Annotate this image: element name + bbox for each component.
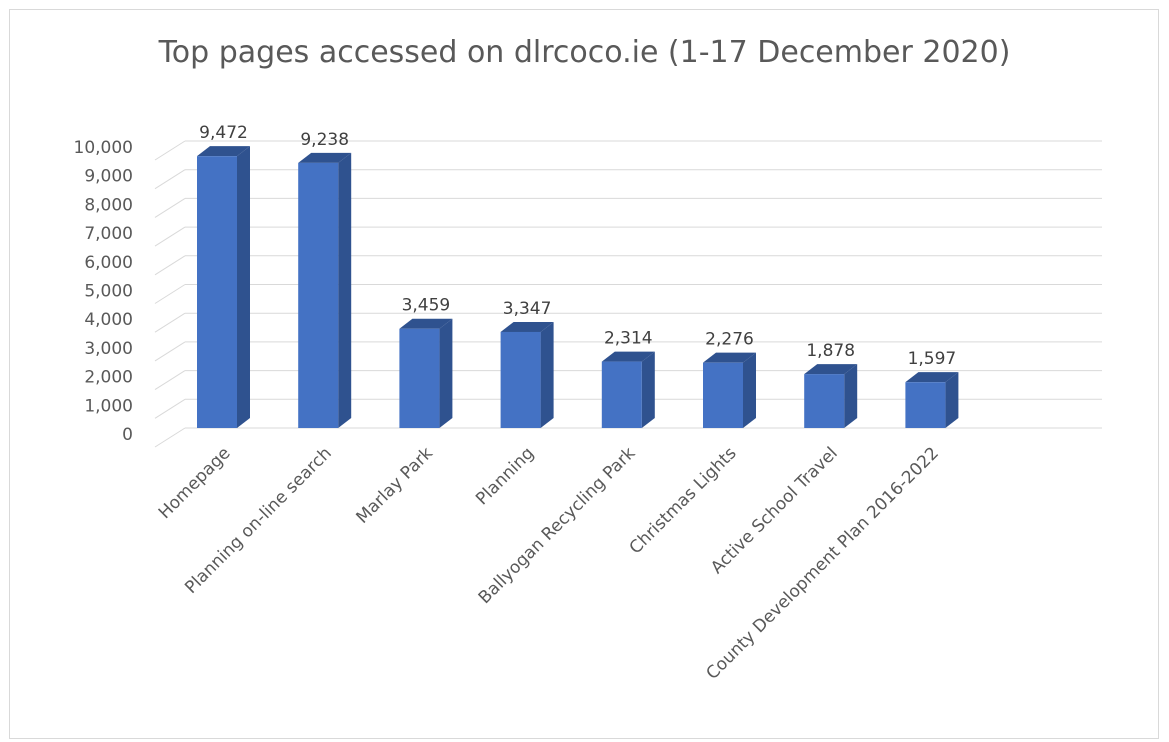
bar-top-face <box>197 146 250 157</box>
y-tick-label: 7,000 <box>84 224 133 244</box>
bar <box>197 146 250 428</box>
bar-side-face <box>641 351 655 428</box>
data-labels: 9,472 9,238 3,459 3,347 2,314 2,276 1,878 1,597 <box>199 123 956 369</box>
y-tick-label: 3,000 <box>84 339 133 359</box>
y-tick-label: 10,000 <box>74 138 133 158</box>
bar-top-face <box>601 351 655 362</box>
bar-front-face <box>601 361 642 428</box>
data-label: 9,238 <box>300 130 349 150</box>
data-label: 3,459 <box>402 296 451 316</box>
bar-front-face <box>905 382 946 428</box>
bar-top-face <box>500 321 554 332</box>
bar <box>601 351 655 428</box>
y-tick-label: 6,000 <box>84 253 133 273</box>
bar-front-face <box>804 374 845 428</box>
y-tick-label: 5,000 <box>84 282 133 302</box>
bar-side-face <box>540 321 554 428</box>
data-label: 1,878 <box>806 341 855 361</box>
bar <box>804 364 858 428</box>
bar-front-face <box>298 162 339 429</box>
bar <box>399 318 453 428</box>
bar-front-face <box>500 331 541 428</box>
bar-side-face <box>743 352 756 428</box>
bar-side-face <box>439 318 453 428</box>
data-label: 1,597 <box>908 349 957 369</box>
gridline-diagonal <box>154 169 186 190</box>
gridline-diagonal <box>154 140 186 161</box>
category-label: Planning <box>472 443 538 509</box>
data-label: 9,472 <box>199 123 248 143</box>
category-label: Christmas Lights <box>626 443 741 558</box>
data-label: 2,314 <box>604 329 653 349</box>
gridline-diagonal <box>154 370 186 391</box>
y-tick-label: 0 <box>122 425 133 445</box>
data-label: 2,276 <box>705 330 754 350</box>
bar-front-face <box>399 328 440 428</box>
gridline-diagonal <box>154 427 186 448</box>
gridline-diagonal <box>154 255 186 276</box>
category-label: County Development Plan 2016-2022 <box>702 443 942 683</box>
bar-front-face <box>703 362 743 428</box>
y-tick-label: 8,000 <box>84 195 133 215</box>
bar-top-face <box>905 372 959 383</box>
gridline-diagonal <box>154 197 186 218</box>
bar-top-face <box>804 364 858 375</box>
bars <box>197 146 959 429</box>
bar-front-face <box>197 156 237 428</box>
gridline-diagonal <box>154 312 186 333</box>
gridline-diagonal <box>154 226 186 247</box>
y-axis-ticks: 0 1,000 2,000 3,000 4,000 5,000 6,000 7,000 8,00… <box>74 138 133 445</box>
bar <box>298 152 352 429</box>
bar <box>905 372 959 428</box>
y-tick-label: 4,000 <box>84 310 133 330</box>
y-tick-label: 9,000 <box>84 167 133 187</box>
bar-side-face <box>338 152 352 429</box>
category-label: Homepage <box>155 443 235 523</box>
bar-side-face <box>237 146 250 428</box>
bar <box>500 321 554 428</box>
bar-side-face <box>945 372 959 428</box>
data-label: 3,347 <box>503 299 552 319</box>
gridline-diagonal <box>154 341 186 362</box>
y-tick-label: 1,000 <box>84 396 133 416</box>
gridline-diagonal <box>154 284 186 304</box>
chart-title: Top pages accessed on dlrcoco.ie (1-17 D… <box>158 35 1011 70</box>
bar-top-face <box>703 352 756 363</box>
bar-side-face <box>844 364 858 428</box>
y-tick-label: 2,000 <box>84 368 133 388</box>
category-label: Marlay Park <box>352 443 437 528</box>
bar-top-face <box>399 318 453 329</box>
gridline-diagonal <box>154 398 186 419</box>
bar <box>703 352 756 428</box>
bar-top-face <box>298 152 352 163</box>
